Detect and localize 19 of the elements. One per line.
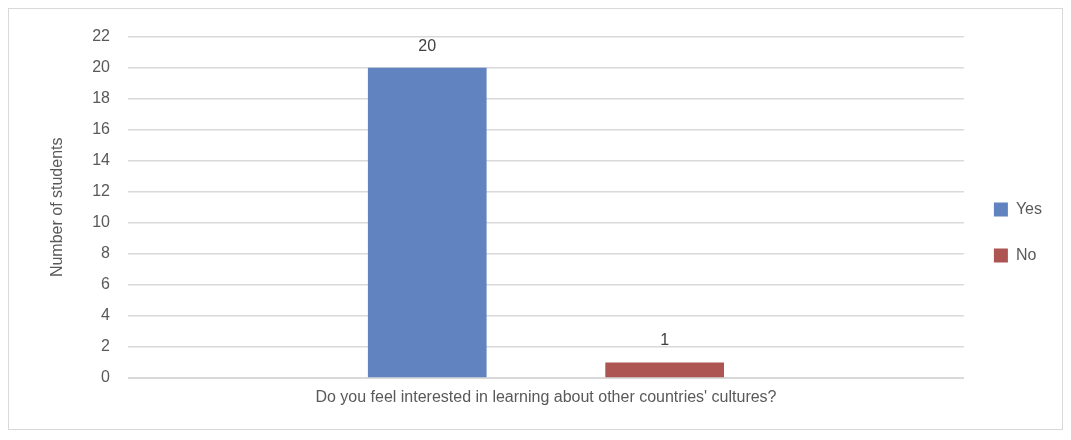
y-tick-label: 8 xyxy=(101,244,111,262)
y-tick-label: 2 xyxy=(101,337,111,355)
y-tick-label: 20 xyxy=(92,58,111,76)
y-tick-label: 6 xyxy=(101,275,111,293)
legend-label: No xyxy=(1015,245,1037,263)
data-label: 20 xyxy=(418,36,437,54)
y-tick-label: 14 xyxy=(92,151,111,169)
x-tick-label: Do you feel interested in learning about other countries' cultures? xyxy=(315,388,777,406)
y-axis-title: Number of students xyxy=(48,137,66,278)
y-tick-label: 0 xyxy=(101,368,111,386)
y-tick-label: 4 xyxy=(101,306,111,324)
data-label: 1 xyxy=(660,331,670,349)
y-tick-label: 10 xyxy=(92,213,111,231)
chart-frame: Number of students Yes No Do you feel interested in learning about other countries' cultures? 0 2 4 6 8 10 12 14 16 18 20 22 20 1 xyxy=(8,8,1063,430)
y-tick-label: 16 xyxy=(92,120,111,138)
y-tick-label: 18 xyxy=(92,89,111,107)
y-tick-label: 12 xyxy=(92,182,111,200)
legend-label: Yes xyxy=(1015,199,1043,217)
y-tick-label: 22 xyxy=(92,27,111,45)
